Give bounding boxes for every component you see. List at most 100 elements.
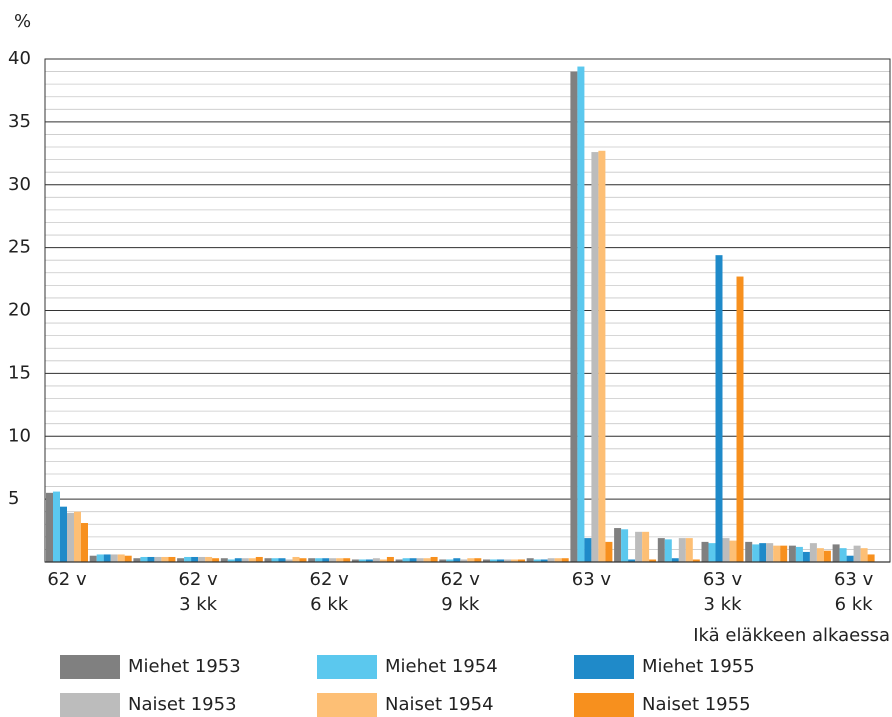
bar: [860, 548, 868, 562]
bar: [832, 544, 840, 562]
bar: [96, 554, 104, 562]
bar: [372, 558, 380, 562]
bar: [147, 556, 155, 562]
legend-swatch: [574, 693, 634, 717]
bar: [103, 554, 111, 562]
bar: [227, 559, 235, 562]
bar: [241, 558, 249, 562]
bar: [315, 558, 323, 562]
y-tick-label: 15: [8, 362, 31, 383]
bar: [504, 559, 511, 562]
bar: [490, 559, 497, 562]
bar: [74, 511, 81, 562]
bar: [379, 559, 387, 562]
bar: [60, 506, 67, 562]
bar: [329, 558, 337, 562]
bar: [809, 543, 817, 562]
bar: [110, 554, 118, 562]
legend-label: Naiset 1953: [128, 694, 237, 715]
bar: [570, 71, 578, 562]
legend-label: Naiset 1954: [385, 694, 494, 715]
bar: [823, 550, 831, 562]
bar: [614, 528, 622, 562]
bar: [657, 538, 665, 562]
y-tick-label: 5: [8, 488, 19, 509]
y-tick-label: 40: [8, 48, 31, 69]
bar: [474, 558, 482, 562]
bar: [692, 559, 700, 562]
bar: [649, 559, 657, 562]
bar: [605, 541, 613, 562]
bar: [133, 558, 141, 562]
bar: [234, 558, 242, 562]
bar: [124, 555, 132, 562]
bar: [292, 556, 300, 562]
legend-swatch: [317, 693, 377, 717]
bar: [795, 546, 803, 562]
bar: [591, 152, 599, 562]
bar: [191, 556, 199, 562]
legend-swatch: [574, 655, 634, 679]
bar: [708, 543, 716, 562]
bar: [773, 545, 781, 562]
bar: [154, 556, 162, 562]
bar: [745, 541, 753, 562]
bar: [780, 545, 788, 562]
x-tick-label: 9 kk: [441, 594, 480, 615]
bar: [853, 545, 861, 562]
bar: [722, 538, 730, 562]
bar: [285, 559, 293, 562]
x-tick-label: 3 kk: [703, 594, 742, 615]
bar: [766, 543, 774, 562]
bar: [554, 558, 562, 562]
bar: [752, 544, 760, 562]
bar: [715, 255, 723, 563]
y-tick-label: 25: [8, 237, 31, 258]
legend-swatch: [60, 655, 120, 679]
bar: [483, 559, 490, 562]
x-axis-label: Ikä eläkkeen alkaessa: [693, 625, 890, 646]
bar: [671, 558, 679, 562]
bar: [561, 558, 569, 562]
x-tick-label: 62 v: [47, 569, 87, 590]
y-tick-label: 30: [8, 174, 31, 195]
bar: [308, 558, 316, 562]
bar: [547, 558, 555, 562]
bar: [816, 548, 824, 562]
y-tick-label: 10: [8, 425, 31, 446]
x-tick-label: 6 kk: [835, 594, 874, 615]
bar: [336, 558, 344, 562]
bar: [642, 531, 650, 562]
legend-label: Miehet 1953: [128, 656, 241, 677]
y-axis-label: %: [14, 11, 31, 32]
bar: [140, 556, 148, 562]
bar: [621, 529, 629, 562]
bar: [678, 538, 686, 562]
bar: [299, 558, 307, 562]
bar: [453, 558, 461, 562]
bar: [439, 559, 447, 562]
bar: [117, 554, 125, 562]
bar: [81, 523, 88, 562]
legend-label: Naiset 1955: [642, 694, 751, 715]
bar: [198, 556, 206, 562]
bar: [430, 556, 438, 562]
bar: [53, 491, 60, 562]
bar: [839, 548, 847, 562]
bar: [511, 559, 518, 562]
x-tick-label: 63 v: [572, 569, 612, 590]
bar: [177, 558, 185, 562]
bar: [729, 540, 737, 562]
x-tick-label: 63 v: [703, 569, 743, 590]
bar: [577, 66, 585, 563]
bar: [685, 538, 693, 562]
bar: [423, 558, 431, 562]
bar: [46, 492, 53, 562]
bar: [402, 558, 410, 562]
legend-label: Miehet 1954: [385, 656, 498, 677]
bar: [184, 556, 192, 562]
x-tick-label: 62 v: [441, 569, 481, 590]
bar: [867, 554, 875, 562]
bar: [278, 558, 286, 562]
